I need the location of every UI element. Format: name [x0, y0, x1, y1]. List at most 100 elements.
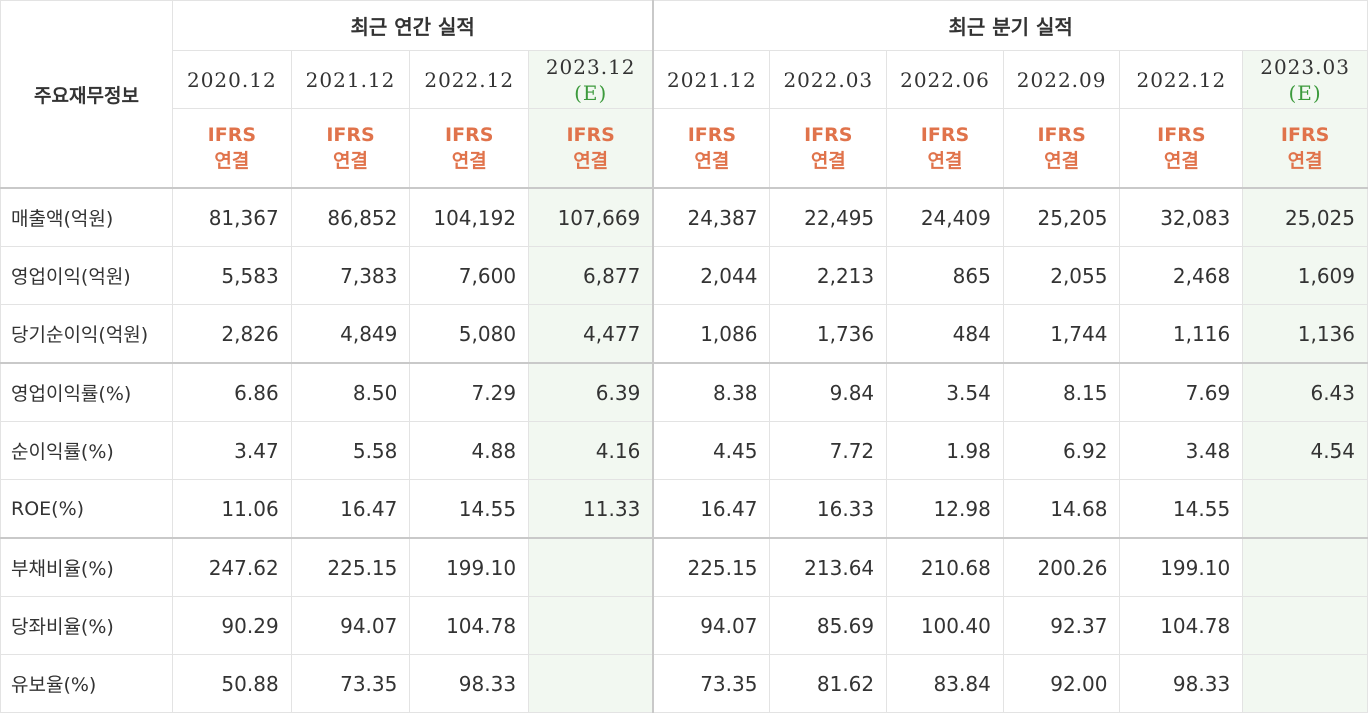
table-cell: 3.48 — [1119, 421, 1244, 480]
table-cell: 6.43 — [1242, 362, 1368, 422]
table-cell: 9.84 — [769, 362, 888, 422]
row-label: 당좌비율(%) — [0, 596, 173, 655]
period-header: 2020.12 — [172, 50, 292, 109]
table-cell: 2,468 — [1119, 246, 1244, 305]
table-cell: 3.54 — [886, 362, 1004, 422]
table-cell: 213.64 — [769, 537, 888, 597]
table-cell: 1,086 — [652, 304, 771, 364]
period-header: 2021.12 — [652, 50, 771, 109]
table-cell: 92.00 — [1002, 654, 1121, 713]
period-header: 2023.12 (E) — [528, 50, 654, 109]
table-cell: 484 — [886, 304, 1004, 364]
table-cell: 14.68 — [1002, 479, 1121, 539]
table-cell: 25,025 — [1242, 187, 1368, 247]
table-cell: 7.72 — [769, 421, 888, 480]
row-label: 매출액(억원) — [0, 187, 173, 247]
period-header: 2022.03 — [769, 50, 888, 109]
ifrs-standard: IFRS — [1157, 124, 1206, 146]
period-date: 2022.03 — [783, 67, 874, 92]
table-cell: 73.35 — [652, 654, 771, 713]
ifrs-label: IFRS 연결 — [1242, 108, 1368, 189]
table-cell — [1242, 654, 1368, 713]
period-date: 2022.06 — [900, 67, 990, 92]
table-cell: 7,383 — [290, 246, 411, 305]
table-cell: 4,849 — [290, 304, 411, 364]
ifrs-label: IFRS 연결 — [409, 108, 530, 189]
table-row: ROE(%) 11.06 16.47 14.55 11.33 16.47 16.33 12.9… — [0, 479, 1368, 539]
table-cell — [528, 596, 654, 655]
table-row: 영업이익(억원) 5,583 7,383 7,600 6,877 2,044 2,213 86… — [0, 246, 1368, 305]
table-cell: 24,409 — [886, 187, 1004, 247]
table-cell: 12.98 — [886, 479, 1004, 539]
table-cell: 90.29 — [172, 596, 292, 655]
ifrs-label: IFRS 연결 — [528, 108, 654, 189]
row-label: 당기순이익(억원) — [0, 304, 173, 364]
consolidated-label: 연결 — [1287, 150, 1323, 172]
table-row: 매출액(억원) 81,367 86,852 104,192 107,669 24,387 2… — [0, 187, 1368, 247]
ifrs-label: IFRS 연결 — [172, 108, 292, 189]
table-cell: 2,826 — [172, 304, 292, 364]
group-header-row: 주요재무정보 최근 연간 실적 최근 분기 실적 — [0, 0, 1368, 189]
table-cell: 8.50 — [290, 362, 411, 422]
table-cell: 81,367 — [172, 187, 292, 247]
table-cell: 16.47 — [652, 479, 771, 539]
annual-results-header: 최근 연간 실적 — [172, 0, 654, 51]
table-cell: 94.07 — [652, 596, 771, 655]
ifrs-label: IFRS 연결 — [652, 108, 771, 189]
consolidated-label: 연결 — [810, 150, 846, 172]
table-row: 유보율(%) 50.88 73.35 98.33 73.35 81.62 83.84 92.0… — [0, 654, 1368, 713]
table-cell: 1,116 — [1119, 304, 1244, 364]
table-cell: 225.15 — [652, 537, 771, 597]
table-cell: 6.39 — [528, 362, 654, 422]
table-cell: 83.84 — [886, 654, 1004, 713]
table-cell: 14.55 — [409, 479, 530, 539]
period-date: 2021.12 — [667, 67, 757, 92]
table-cell: 5,080 — [409, 304, 530, 364]
period-date: 2023.03 — [1260, 54, 1350, 79]
ifrs-standard: IFRS — [1037, 124, 1086, 146]
consolidated-label: 연결 — [694, 150, 730, 172]
period-header: 2022.06 — [886, 50, 1004, 109]
consolidated-label: 연결 — [1163, 150, 1199, 172]
table-cell: 6,877 — [528, 246, 654, 305]
table-cell: 98.33 — [1119, 654, 1244, 713]
consolidated-label: 연결 — [214, 150, 250, 172]
row-label: 순이익률(%) — [0, 421, 173, 480]
table-cell: 1,609 — [1242, 246, 1368, 305]
table-cell: 5,583 — [172, 246, 292, 305]
table-cell: 24,387 — [652, 187, 771, 247]
table-cell: 225.15 — [290, 537, 411, 597]
period-header-row: 2020.12 2021.12 2022.12 2023.12 (E) 2021.12 20… — [1, 50, 1368, 109]
period-header: 2021.12 — [290, 50, 411, 109]
consolidated-label: 연결 — [573, 150, 609, 172]
table-cell: 85.69 — [769, 596, 888, 655]
table-cell: 4,477 — [528, 304, 654, 364]
row-label: ROE(%) — [0, 479, 173, 539]
period-header: 2022.12 — [409, 50, 530, 109]
table-cell: 247.62 — [172, 537, 292, 597]
table-cell: 8.15 — [1002, 362, 1121, 422]
period-date: 2023.12 — [545, 54, 636, 79]
table-cell: 73.35 — [290, 654, 411, 713]
table-cell: 8.38 — [652, 362, 771, 422]
table-row: 부채비율(%) 247.62 225.15 199.10 225.15 213.64 210… — [0, 537, 1368, 597]
table-cell: 50.88 — [172, 654, 292, 713]
table-cell: 100.40 — [886, 596, 1004, 655]
table-cell: 4.45 — [652, 421, 771, 480]
period-date: 2022.12 — [1136, 67, 1227, 92]
period-header: 2022.12 — [1119, 50, 1244, 109]
corner-header: 주요재무정보 — [0, 0, 173, 189]
ifrs-label: IFRS 연결 — [769, 108, 888, 189]
table-cell: 11.33 — [528, 479, 654, 539]
consolidated-label: 연결 — [333, 150, 369, 172]
table-row: 영업이익률(%) 6.86 8.50 7.29 6.39 8.38 9.84 3.54 8.15… — [0, 362, 1368, 422]
consolidated-label: 연결 — [451, 150, 487, 172]
table-cell — [1242, 537, 1368, 597]
table-cell: 200.26 — [1002, 537, 1121, 597]
table-cell: 14.55 — [1119, 479, 1244, 539]
period-date: 2022.09 — [1016, 67, 1107, 92]
ifrs-header-row: IFRS 연결 IFRS 연결 IFRS 연결 IFRS 연결 IFRS 연결 IFRS 연결 IFRS… — [1, 108, 1368, 189]
ifrs-standard: IFRS — [566, 124, 615, 146]
table-cell: 865 — [886, 246, 1004, 305]
table-cell — [528, 537, 654, 597]
